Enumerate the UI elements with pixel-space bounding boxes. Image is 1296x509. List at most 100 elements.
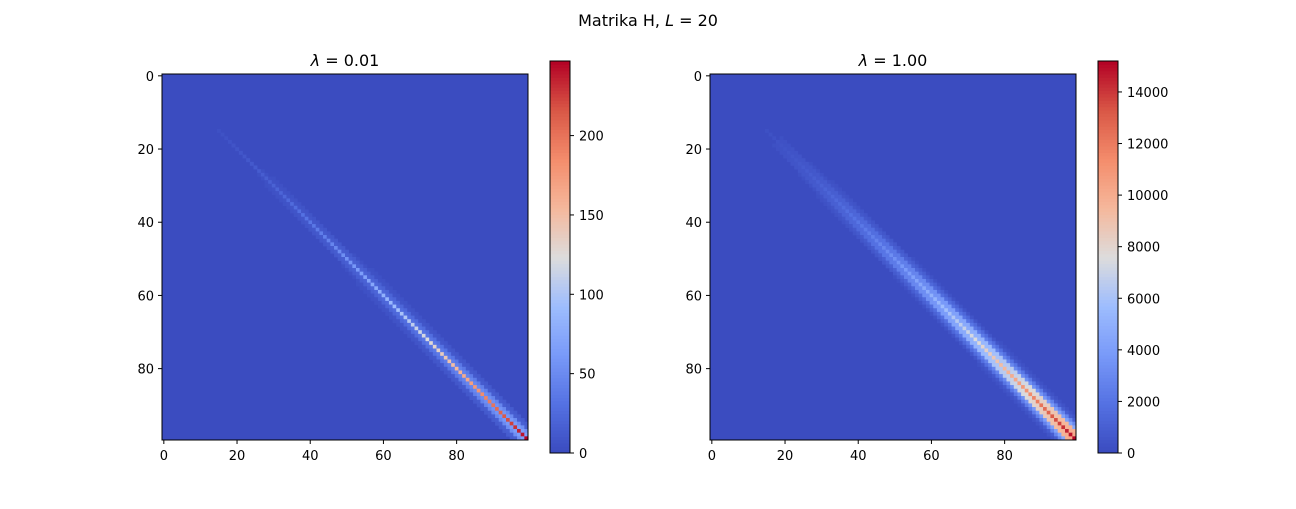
- heatmap-cell: [947, 319, 952, 324]
- heatmap-cell: [966, 322, 971, 327]
- colorbar-segment: [550, 80, 570, 85]
- colorbar-segment: [1098, 306, 1118, 310]
- heatmap-cell: [860, 213, 865, 218]
- heatmap-cell: [458, 377, 463, 382]
- heatmap-cell: [366, 289, 371, 294]
- heatmap-cell: [454, 374, 459, 379]
- heatmap-cell: [911, 257, 916, 261]
- heatmap-cell: [447, 352, 452, 357]
- heatmap-cell: [947, 326, 952, 331]
- heatmap-cell: [1028, 407, 1033, 412]
- colorbar-segment: [550, 247, 570, 251]
- heatmap-cell: [355, 282, 360, 287]
- heatmap-cell: [304, 224, 309, 229]
- heatmap-cell: [1043, 407, 1048, 412]
- heatmap-cell: [790, 150, 795, 155]
- colorbar-segment: [550, 70, 570, 75]
- heatmap-cell: [797, 172, 802, 177]
- colorbar-segment: [1098, 322, 1118, 327]
- heatmap-cell: [403, 326, 408, 331]
- colorbar-segment: [550, 335, 570, 340]
- heatmap-cell: [823, 176, 828, 181]
- heatmap-cell: [359, 286, 364, 291]
- heatmap-cell: [425, 348, 430, 353]
- heatmap-cell: [1054, 436, 1058, 441]
- heatmap-cell: [1021, 403, 1026, 408]
- colorbar-segment: [1098, 67, 1118, 72]
- colorbar-segment: [550, 181, 570, 186]
- heatmap-cell: [1065, 418, 1069, 422]
- heatmap-cell: [962, 311, 967, 316]
- heatmap-cell: [779, 136, 784, 141]
- heatmap-cell: [988, 370, 993, 375]
- colorbar-segment: [1098, 142, 1118, 147]
- colorbar-segment: [550, 390, 570, 395]
- heatmap-cell: [403, 311, 408, 316]
- heatmap-cell: [882, 246, 886, 250]
- heatmap-cell: [410, 330, 415, 335]
- colorbar-segment: [1098, 83, 1118, 88]
- colorbar-segment: [1098, 198, 1118, 202]
- colorbar-segment: [550, 198, 570, 202]
- colorbar-segment: [550, 77, 570, 82]
- colorbar-segment: [550, 289, 570, 294]
- heatmap-cell: [1043, 396, 1048, 401]
- heatmap-cell: [249, 161, 254, 166]
- heatmap-cell: [399, 315, 404, 320]
- colorbar-segment: [1098, 208, 1118, 212]
- heatmap-cell: [429, 330, 434, 335]
- heatmap-cell: [969, 333, 974, 338]
- heatmap-cell: [473, 374, 478, 379]
- heatmap-cell: [808, 165, 813, 170]
- heatmap-cell: [451, 377, 456, 382]
- heatmap-cell: [429, 326, 434, 331]
- heatmap-cell: [392, 300, 397, 305]
- heatmap-cell: [940, 293, 945, 298]
- colorbar-segment: [1098, 194, 1118, 199]
- heatmap-cell: [377, 297, 382, 302]
- colorbar-segment: [550, 292, 570, 297]
- heatmap-cell: [352, 253, 357, 258]
- heatmap-cell: [374, 275, 379, 280]
- heatmap-cell: [893, 260, 897, 265]
- heatmap-cell: [940, 315, 945, 320]
- heatmap-cell: [984, 363, 989, 368]
- heatmap-cell: [995, 352, 1000, 357]
- heatmap-cell: [1057, 425, 1062, 430]
- heatmap-cell: [838, 187, 843, 192]
- heatmap-cell: [410, 326, 415, 331]
- heatmap-cell: [414, 322, 419, 327]
- colorbar-segment: [550, 93, 570, 98]
- heatmap-cell: [849, 224, 854, 229]
- heatmap-cell: [1017, 388, 1022, 393]
- heatmap-cell: [1050, 396, 1055, 401]
- heatmap-cell: [458, 381, 463, 386]
- heatmap-cell: [1006, 366, 1011, 371]
- heatmap-cell: [517, 429, 521, 433]
- colorbar-segment: [550, 253, 570, 258]
- colorbar-segment: [550, 90, 570, 95]
- heatmap-cell: [396, 311, 401, 316]
- heatmap-cell: [465, 374, 470, 379]
- heatmap-cell: [1065, 429, 1069, 433]
- heatmap-cell: [326, 231, 331, 236]
- heatmap-cell: [849, 209, 854, 214]
- heatmap-cell: [779, 150, 784, 155]
- heatmap-cell: [977, 333, 982, 338]
- heatmap-cell: [944, 308, 949, 313]
- colorbar-segment: [1098, 433, 1118, 438]
- colorbar-segment: [1098, 413, 1118, 418]
- heatmap-cell: [896, 253, 901, 258]
- heatmap-cell: [1010, 359, 1015, 364]
- heatmap-cell: [385, 304, 390, 309]
- colorbar-segment: [550, 149, 570, 153]
- heatmap-cell: [1068, 429, 1073, 433]
- colorbar-segment: [1098, 110, 1118, 114]
- heatmap-cell: [812, 183, 817, 188]
- heatmap-cell: [933, 289, 938, 294]
- heatmap-cell: [432, 330, 437, 335]
- colorbar-segment: [1098, 315, 1118, 320]
- heatmap-cell: [1035, 421, 1040, 426]
- heatmap-cell: [969, 344, 974, 349]
- heatmap-cell: [388, 293, 393, 298]
